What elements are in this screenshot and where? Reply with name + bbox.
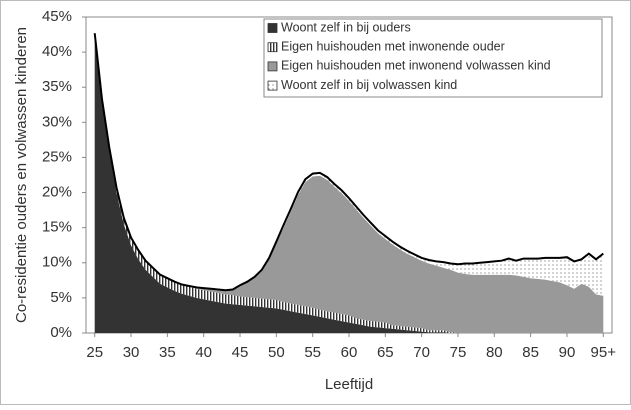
y-tick-label: 20% [42, 184, 72, 201]
x-tick-label: 50 [268, 344, 285, 361]
y-tick-label: 45% [42, 8, 72, 25]
legend-label: Eigen huishouden met inwonend volwassen … [281, 59, 551, 73]
legend-label: Woont zelf in bij ouders [281, 20, 411, 34]
x-tick-label: 90 [559, 344, 576, 361]
legend-swatch [267, 80, 278, 91]
y-tick-label: 5% [50, 289, 72, 306]
legend [263, 18, 603, 98]
x-tick-label: 35 [159, 344, 176, 361]
y-tick-label: 30% [42, 113, 72, 130]
x-tick-label: 45 [232, 344, 249, 361]
y-tick-label: 0% [50, 324, 72, 341]
y-tick-label: 10% [42, 254, 72, 271]
area [94, 34, 604, 333]
legend-label: Eigen huishouden met inwonende ouder [281, 39, 505, 53]
y-tick-label: 15% [42, 219, 72, 236]
x-tick-label: 40 [195, 344, 212, 361]
legend-label: Woont zelf in bij volwassen kind [281, 78, 457, 92]
area [94, 33, 604, 333]
x-tick-label: 95+ [591, 344, 617, 361]
area [94, 33, 604, 296]
x-tick-label: 80 [486, 344, 503, 361]
x-tick-label: 75 [450, 344, 467, 361]
y-tick-label: 35% [42, 78, 72, 95]
legend-swatch [267, 23, 278, 33]
x-tick-label: 70 [413, 344, 430, 361]
y-tick-label: 25% [42, 148, 72, 165]
x-tick-label: 65 [377, 344, 394, 361]
x-tick-label: 60 [341, 344, 358, 361]
x-tick-label: 30 [123, 344, 140, 361]
x-tick-label: 25 [86, 344, 103, 361]
y-axis-title: Co-residentie ouders en volwassen kinder… [13, 27, 30, 323]
legend-swatch [267, 61, 278, 72]
legend-swatch [267, 42, 278, 53]
x-tick-label: 85 [522, 344, 539, 361]
x-tick-label: 55 [304, 344, 321, 361]
y-tick-label: 40% [42, 43, 72, 60]
x-axis-title: Leeftijd [325, 376, 373, 393]
total-outline [93, 33, 604, 292]
